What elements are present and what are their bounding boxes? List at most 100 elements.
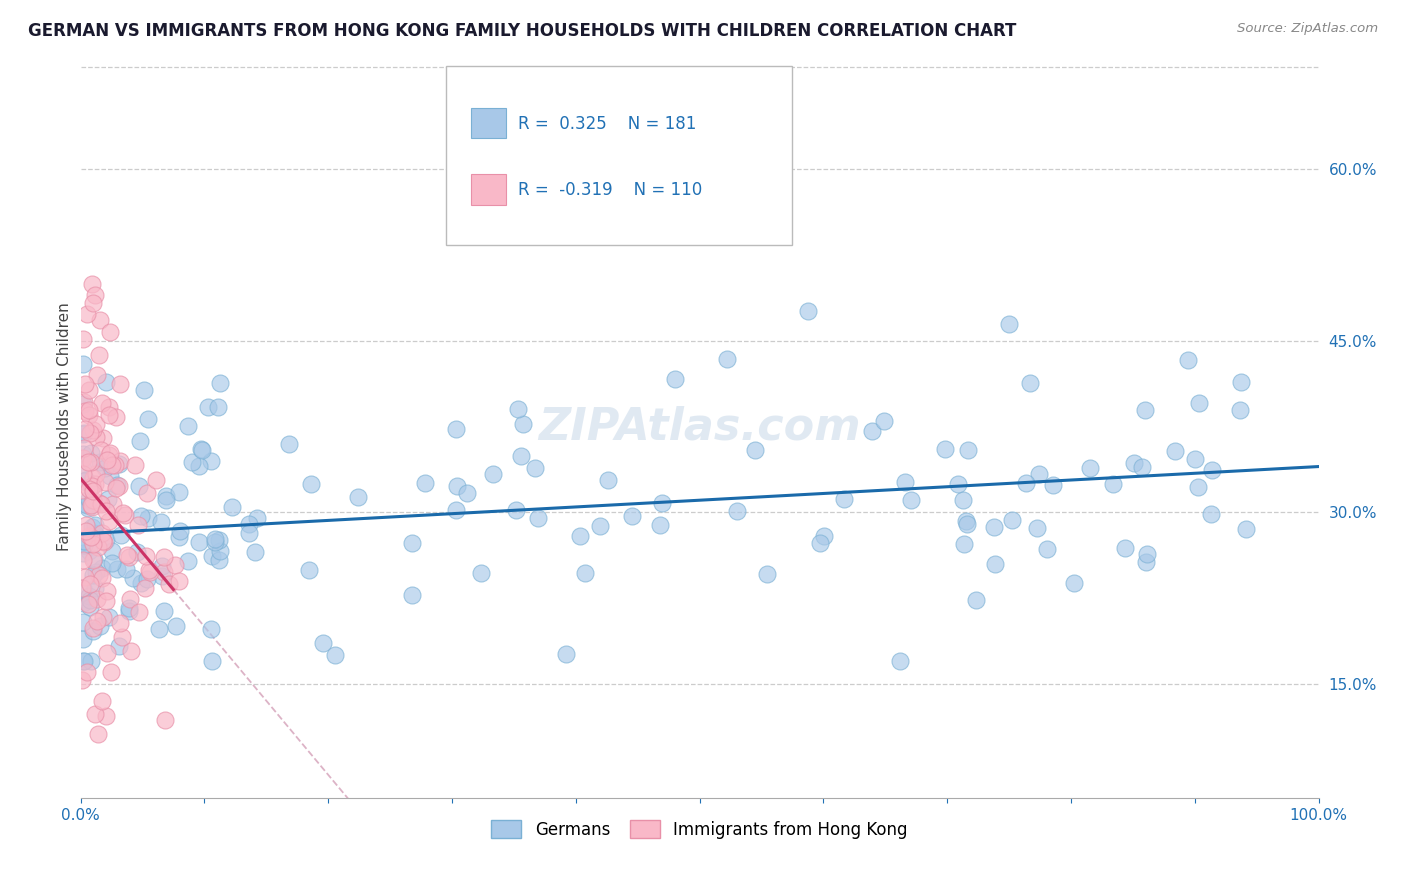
Point [72,581,94,595]
Point [73,377,96,392]
Point [952,537,974,551]
Point [73,441,96,455]
Point [104,410,127,425]
Point [509,450,531,464]
Point [832,492,855,507]
Point [80,530,103,544]
Point [894,475,917,489]
Point [508,401,530,416]
Point [76,498,98,512]
Point [150,515,173,529]
Point [208,552,231,566]
Point [1028,467,1050,482]
Point [89,348,111,362]
Point [105,478,128,492]
Point [129,575,152,590]
Point [278,437,301,451]
Point [79,593,101,607]
Point [77,500,100,515]
Point [98,610,121,624]
Point [456,486,478,500]
FancyBboxPatch shape [446,66,793,244]
Point [72,397,94,411]
Point [107,639,129,653]
Point [96,708,118,723]
Point [87,727,110,741]
Point [77,529,100,543]
Point [201,549,224,564]
Point [299,477,322,491]
Point [93,534,115,549]
Point [79,600,101,615]
Point [98,408,121,422]
Point [221,500,243,515]
Point [72,427,94,442]
Point [415,475,437,490]
Point [82,568,104,582]
Point [523,461,546,475]
Point [72,462,94,476]
Point [72,596,94,610]
Point [716,352,738,367]
Point [82,553,104,567]
Point [1101,477,1123,491]
Point [75,518,97,533]
Point [1201,463,1223,477]
Point [725,504,748,518]
Point [136,511,159,525]
Point [209,376,232,390]
Point [84,706,107,721]
Point [87,568,110,582]
Point [84,518,107,533]
Point [94,460,117,475]
FancyBboxPatch shape [471,108,506,138]
Point [744,442,766,457]
Point [148,622,170,636]
Point [94,504,117,518]
Point [80,479,103,493]
Point [118,604,141,618]
Point [115,548,138,562]
Point [84,430,107,444]
Point [200,454,222,468]
Point [80,446,103,460]
Point [1001,513,1024,527]
Point [208,533,231,547]
Point [90,443,112,458]
Point [1018,376,1040,391]
Point [153,714,176,728]
Point [889,654,911,668]
Point [127,545,149,559]
Point [155,489,177,503]
Point [165,618,187,632]
Point [796,304,818,318]
Point [401,536,423,550]
Point [82,520,104,534]
Point [956,517,979,532]
Point [155,492,177,507]
Point [101,544,124,558]
Point [554,647,576,661]
Point [84,288,107,302]
Point [100,665,122,679]
Point [84,477,107,491]
Point [101,497,124,511]
Point [207,400,229,414]
Point [73,538,96,552]
Point [108,377,131,392]
Point [512,417,534,432]
Point [91,431,114,445]
Point [952,492,974,507]
Point [1184,451,1206,466]
Point [111,630,134,644]
Point [957,442,980,457]
Point [1042,478,1064,492]
Point [86,614,108,628]
Point [89,455,111,469]
Point [120,591,142,606]
Point [98,448,121,462]
Point [91,571,114,585]
Point [122,571,145,585]
Point [1078,461,1101,475]
Point [79,425,101,440]
